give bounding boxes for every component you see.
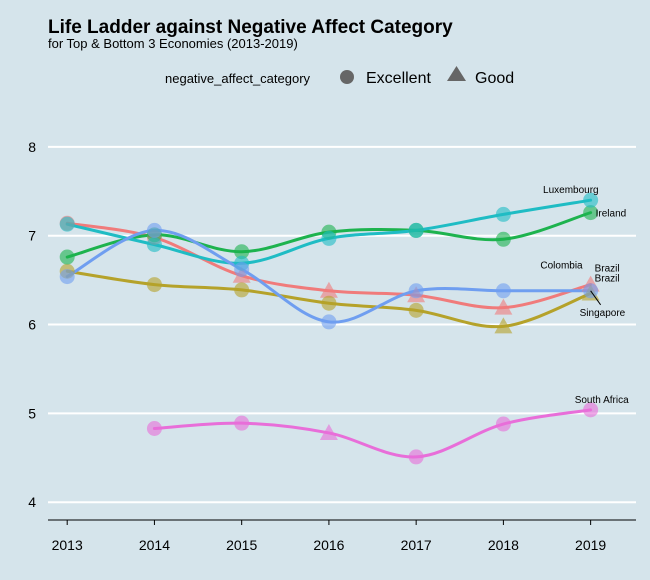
axes: 4 5 6 7 8 2013 2014 2015 2016 2017 2018 2019 (28, 139, 636, 553)
data-point-triangle (319, 423, 338, 440)
legend-circle-key (340, 70, 354, 84)
data-point-circle (495, 206, 511, 222)
data-point-circle (234, 415, 250, 431)
data-point-circle (321, 314, 337, 330)
point-label: South Africa (575, 395, 629, 406)
point-label: Colombia (540, 260, 583, 271)
point-label: Brazil (595, 263, 620, 274)
data-point-circle (495, 231, 511, 247)
legend-label-excellent: Excellent (366, 70, 431, 87)
data-point-circle (234, 261, 250, 277)
data-point-circle (583, 402, 599, 418)
data-point-circle (146, 420, 162, 436)
data-point-circle (234, 244, 250, 260)
data-point-circle (408, 449, 424, 465)
legend-title: negative_affect_category (165, 71, 311, 86)
x-tick-label: 2017 (401, 537, 432, 553)
data-point-circle (234, 282, 250, 298)
legend-label-good: Good (475, 70, 514, 87)
data-point-circle (495, 416, 511, 432)
y-tick-label: 4 (28, 494, 36, 510)
y-tick-label: 5 (28, 405, 36, 421)
annotation-leader (590, 290, 602, 306)
y-tick-label: 6 (28, 317, 36, 333)
data-point-triangle (494, 317, 513, 334)
data-point-circle (59, 216, 75, 232)
legend: negative_affect_category Excellent Good (165, 66, 514, 87)
series-line (152, 408, 593, 459)
point-label: Brazil (595, 274, 620, 285)
point-label: Ireland (596, 209, 627, 220)
data-point-circle (583, 205, 599, 221)
x-tick-label: 2019 (575, 537, 606, 553)
chart-title: Life Ladder against Negative Affect Cate… (48, 17, 453, 38)
data-point-circle (321, 230, 337, 246)
point-label: Singapore (580, 308, 626, 319)
y-tick-label: 8 (28, 139, 36, 155)
data-point-circle (495, 283, 511, 299)
x-tick-label: 2015 (226, 537, 257, 553)
data-point-triangle (494, 298, 513, 315)
legend-triangle-key (447, 66, 466, 81)
data-point-circle (59, 269, 75, 285)
x-tick-label: 2018 (488, 537, 519, 553)
y-tick-label: 7 (28, 228, 36, 244)
x-tick-label: 2014 (139, 537, 170, 553)
data-point-circle (408, 283, 424, 299)
series-markers (59, 192, 600, 465)
x-tick-label: 2016 (313, 537, 344, 553)
data-point-circle (408, 302, 424, 318)
data-point-circle (321, 295, 337, 311)
x-tick-label: 2013 (52, 537, 83, 553)
data-point-circle (59, 249, 75, 265)
data-point-circle (146, 277, 162, 293)
chart-subtitle: for Top & Bottom 3 Economies (2013-2019) (48, 36, 298, 51)
data-point-circle (583, 192, 599, 208)
data-point-triangle (319, 281, 338, 298)
data-point-circle (146, 237, 162, 253)
data-point-circle (146, 222, 162, 238)
point-annotations: Luxembourg Ireland Brazil Colombia Brazil Sin… (540, 185, 629, 406)
point-label: Luxembourg (543, 185, 599, 196)
data-point-circle (408, 222, 424, 238)
